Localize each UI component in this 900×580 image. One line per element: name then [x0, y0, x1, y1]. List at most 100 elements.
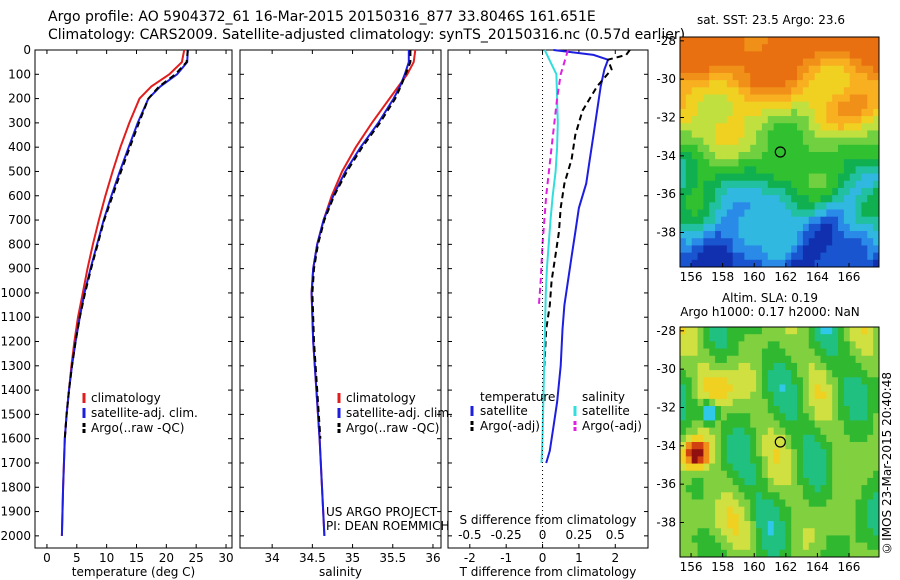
sla-map-cell: [873, 334, 879, 342]
sla-map-cell: [843, 470, 851, 479]
sla-map-cell: [761, 370, 769, 378]
sst-map-cell: [761, 72, 769, 81]
sla-map-cell: [867, 456, 874, 465]
sla-map-cell: [709, 528, 716, 537]
sla-map-cell: [861, 499, 868, 508]
sla-map-cell: [814, 442, 822, 450]
sst-map-cell: [814, 187, 822, 196]
sla-map-cell: [709, 348, 716, 357]
sst-map-cell: [767, 65, 775, 74]
sst-map-cell: [680, 51, 687, 60]
sla-map-cell: [802, 398, 810, 407]
sla-map-cell: [750, 506, 757, 515]
sst-map-cell: [791, 116, 798, 124]
sla-map-cell: [802, 348, 810, 357]
sst-map-cell: [843, 58, 851, 67]
sst-map-cell: [826, 223, 833, 232]
sla-map-cell: [873, 470, 879, 479]
sla-map-cell: [797, 413, 804, 422]
sst-map-cell: [826, 65, 833, 74]
temperature-series-climatology: [60, 49, 186, 536]
sst-map-cell: [820, 44, 827, 52]
sla-map-cell: [849, 470, 857, 479]
sst-map-cell: [732, 231, 740, 239]
temperature-frame: [34, 49, 233, 549]
sla-map-cell: [726, 492, 734, 501]
sla-map-cell: [726, 470, 734, 479]
sla-map-cell: [838, 384, 845, 393]
sst-map-cell: [709, 58, 716, 67]
sla-map-cell: [732, 463, 740, 472]
sla-map-cell: [715, 384, 722, 393]
sst-map-cell: [703, 44, 710, 52]
sst-map-cell: [720, 195, 728, 203]
sst-map-cell: [843, 195, 851, 203]
sst-map-xtick-label: 160: [743, 270, 766, 284]
sst-map-cell: [820, 231, 827, 239]
sst-map-cell: [843, 51, 851, 60]
sla-map-cell: [855, 377, 863, 386]
sst-map-cell: [802, 187, 810, 196]
sst-map-cell: [761, 195, 769, 203]
sla-map-cell: [685, 521, 693, 529]
sst-map-cell: [855, 80, 863, 88]
sst-map-cell: [709, 166, 716, 175]
depth-tick-label: 0: [23, 43, 31, 57]
sst-map-cell: [867, 245, 874, 254]
sla-map-cell: [767, 370, 775, 378]
sla-map-cell: [691, 398, 699, 407]
sst-map-cell: [820, 159, 827, 167]
sst-map-cell: [814, 166, 822, 175]
sst-map-ytick-label: -36: [656, 187, 676, 201]
sla-map-cell: [838, 334, 845, 342]
sla-map-cell: [797, 420, 804, 429]
sst-map-cell: [715, 58, 722, 67]
sla-map-cell: [715, 499, 722, 508]
sla-map-cell: [744, 341, 751, 350]
sst-map-cell: [832, 173, 839, 182]
sst-map-cell: [773, 202, 781, 211]
sst-map-cell: [843, 72, 851, 81]
sst-map-cell: [873, 123, 879, 132]
sst-map-cell: [808, 195, 816, 203]
sla-map-cell: [867, 348, 874, 357]
sla-map-cell: [785, 463, 792, 472]
sst-map-cell: [826, 108, 833, 117]
sla-map-cell: [843, 348, 851, 357]
sla-map-cell: [873, 442, 879, 450]
sla-map-cell: [861, 420, 868, 429]
sla-map-cell: [726, 442, 734, 450]
sla-map-cell: [855, 485, 863, 493]
sla-map-cell: [726, 449, 734, 457]
sst-map-cell: [802, 72, 810, 81]
sst-map-cell: [680, 173, 687, 182]
sst-map-cell: [838, 65, 845, 74]
sla-map-cell: [691, 477, 699, 486]
sst-map-cell: [849, 144, 857, 153]
sla-map-cell: [808, 370, 816, 378]
sst-map-cell: [732, 187, 740, 196]
sla-map-cell: [697, 334, 705, 342]
sst-map-cell: [744, 152, 751, 160]
sst-map-cell: [761, 245, 769, 254]
sla-map-cell: [744, 427, 751, 436]
sla-map-cell: [785, 549, 792, 557]
sst-map-cell: [715, 137, 722, 146]
sla-map-cell: [703, 341, 710, 350]
sst-map-cell: [744, 238, 751, 247]
sst-map-cell: [814, 130, 822, 139]
sst-map-cell: [761, 231, 769, 239]
sst-map-cell: [709, 37, 716, 45]
sst-map-cell: [849, 72, 857, 81]
sst-map-cell: [849, 152, 857, 160]
sst-map-cell: [791, 159, 798, 167]
sst-map-cell: [685, 231, 693, 239]
sst-map-title: sat. SST: 23.5 Argo: 23.6: [697, 13, 845, 27]
sla-map-cell: [808, 442, 816, 450]
sst-map-cell: [849, 223, 857, 232]
sst-map-cell: [797, 87, 804, 96]
sst-map-cell: [861, 108, 868, 117]
sla-map-cell: [732, 391, 740, 400]
sla-map-cell: [744, 327, 751, 335]
sst-map-cell: [703, 187, 710, 196]
